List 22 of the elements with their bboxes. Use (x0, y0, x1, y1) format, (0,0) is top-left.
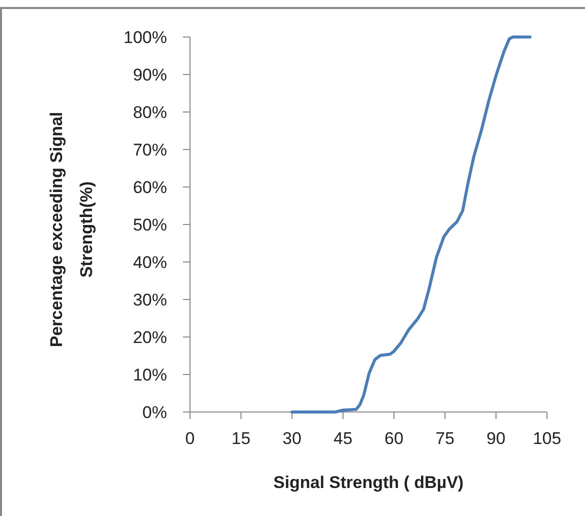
y-tick-label: 10% (132, 365, 167, 384)
y-tick-label: 20% (132, 328, 167, 347)
y-tick-label: 90% (132, 65, 167, 84)
x-tick-label: 105 (532, 429, 562, 448)
line-series (290, 36, 532, 414)
y-tick-label: 80% (132, 102, 167, 122)
x-tick-label: 90 (486, 429, 506, 448)
y-tick-label: 40% (132, 252, 167, 272)
y-tick-label: 50% (132, 215, 167, 234)
x-axis-title: Signal Strength ( dBµV) (273, 473, 464, 492)
x-tick-label: 0 (185, 429, 195, 448)
y-tick-label: 100% (124, 28, 167, 47)
x-tick-label: 15 (232, 429, 250, 448)
y-tick-label: 0% (142, 402, 167, 422)
y-tick-label: 70% (132, 140, 167, 160)
x-tick-label: 30 (282, 429, 302, 448)
x-tick-label: 75 (436, 429, 454, 448)
y-tick-label: 60% (132, 178, 167, 197)
y-axis-title: Percentage exceeding Signal Strength(%) (47, 112, 96, 348)
x-tick-label: 45 (334, 429, 352, 448)
y-tick-label: 30% (132, 290, 167, 310)
x-tick-label: 60 (384, 429, 404, 448)
